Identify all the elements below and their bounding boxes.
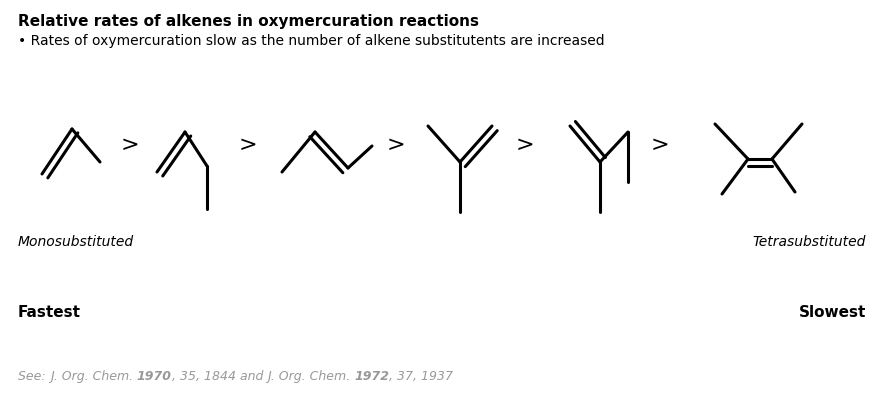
Text: , 35, 1844 and: , 35, 1844 and <box>171 369 267 382</box>
Text: , 37, 1937: , 37, 1937 <box>389 369 453 382</box>
Text: >: > <box>121 135 140 155</box>
Text: Fastest: Fastest <box>18 304 81 319</box>
Text: • Rates of oxymercuration slow as the number of alkene substitutents are increas: • Rates of oxymercuration slow as the nu… <box>18 34 605 48</box>
Text: Monosubstituted: Monosubstituted <box>18 235 134 248</box>
Text: >: > <box>651 135 669 155</box>
Text: >: > <box>386 135 405 155</box>
Text: 1970: 1970 <box>137 369 171 382</box>
Text: >: > <box>239 135 257 155</box>
Text: See:: See: <box>18 369 50 382</box>
Text: J. Org. Chem.: J. Org. Chem. <box>267 369 354 382</box>
Text: Relative rates of alkenes in oxymercuration reactions: Relative rates of alkenes in oxymercurat… <box>18 14 479 29</box>
Text: J. Org. Chem.: J. Org. Chem. <box>50 369 137 382</box>
Text: 1972: 1972 <box>354 369 389 382</box>
Text: >: > <box>515 135 534 155</box>
Text: Slowest: Slowest <box>798 304 866 319</box>
Text: Tetrasubstituted: Tetrasubstituted <box>752 235 866 248</box>
